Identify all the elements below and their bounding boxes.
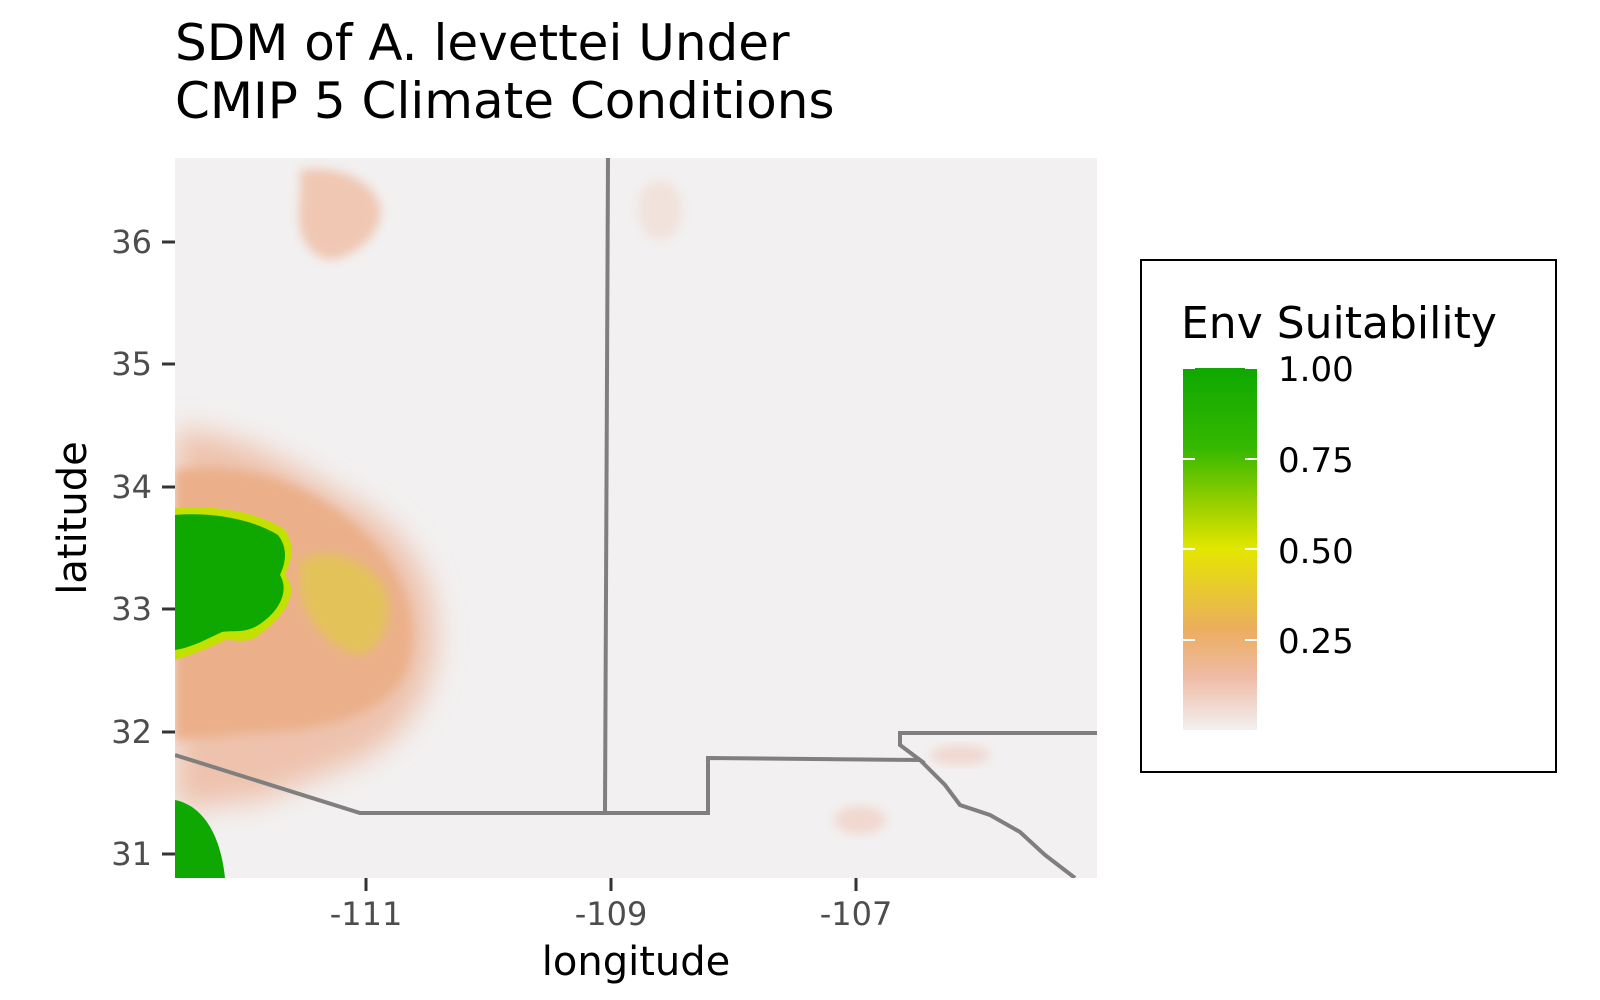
x-axis-title: longitude bbox=[542, 939, 730, 985]
y-tick-label: 36 bbox=[111, 223, 152, 261]
axis-ticks bbox=[162, 240, 858, 891]
moderate-suitability-north bbox=[298, 168, 381, 260]
rio-grande-border bbox=[918, 758, 1077, 878]
legend-label: 0.25 bbox=[1278, 622, 1354, 662]
high-suitability-west bbox=[175, 514, 285, 650]
legend-label: 0.50 bbox=[1278, 532, 1354, 572]
low-suitability-patch-east bbox=[834, 806, 886, 834]
legend-tick bbox=[1245, 548, 1257, 550]
legend-tick bbox=[1183, 639, 1195, 641]
state-boundaries bbox=[175, 158, 1097, 878]
legend-colorbar bbox=[1183, 368, 1257, 730]
y-tick-label: 34 bbox=[111, 468, 152, 506]
y-tick-label: 31 bbox=[111, 835, 152, 873]
legend-tick bbox=[1183, 548, 1195, 550]
low-suitability-patch-north bbox=[638, 180, 682, 240]
title-line-1: SDM of A. levettei Under bbox=[175, 14, 790, 72]
x-tick-label: -109 bbox=[575, 895, 648, 933]
legend-label: 0.75 bbox=[1278, 441, 1354, 481]
suitability-raster bbox=[175, 168, 990, 878]
yellow-patch bbox=[300, 554, 389, 655]
legend-tick bbox=[1245, 639, 1257, 641]
legend-label: 1.00 bbox=[1278, 350, 1354, 390]
y-axis-title: latitude bbox=[50, 441, 96, 594]
y-tick-label: 33 bbox=[111, 590, 152, 628]
plot-title: SDM of A. levettei Under CMIP 5 Climate … bbox=[175, 14, 835, 130]
y-tick-label: 35 bbox=[111, 345, 152, 383]
title-line-2: CMIP 5 Climate Conditions bbox=[175, 72, 835, 130]
legend-tick bbox=[1245, 458, 1257, 460]
x-tick-label: -111 bbox=[330, 895, 403, 933]
legend-title: Env Suitability bbox=[1181, 298, 1497, 349]
y-tick-label: 32 bbox=[111, 713, 152, 751]
x-tick-label: -107 bbox=[820, 895, 893, 933]
us-mexico-border bbox=[175, 731, 1097, 815]
legend-tick bbox=[1183, 367, 1195, 369]
legend-tick bbox=[1245, 367, 1257, 369]
high-suitability-southwest bbox=[175, 800, 225, 878]
low-suitability-patch-east-2 bbox=[930, 745, 990, 765]
legend-tick bbox=[1183, 458, 1195, 460]
az-nm-border bbox=[603, 158, 610, 813]
